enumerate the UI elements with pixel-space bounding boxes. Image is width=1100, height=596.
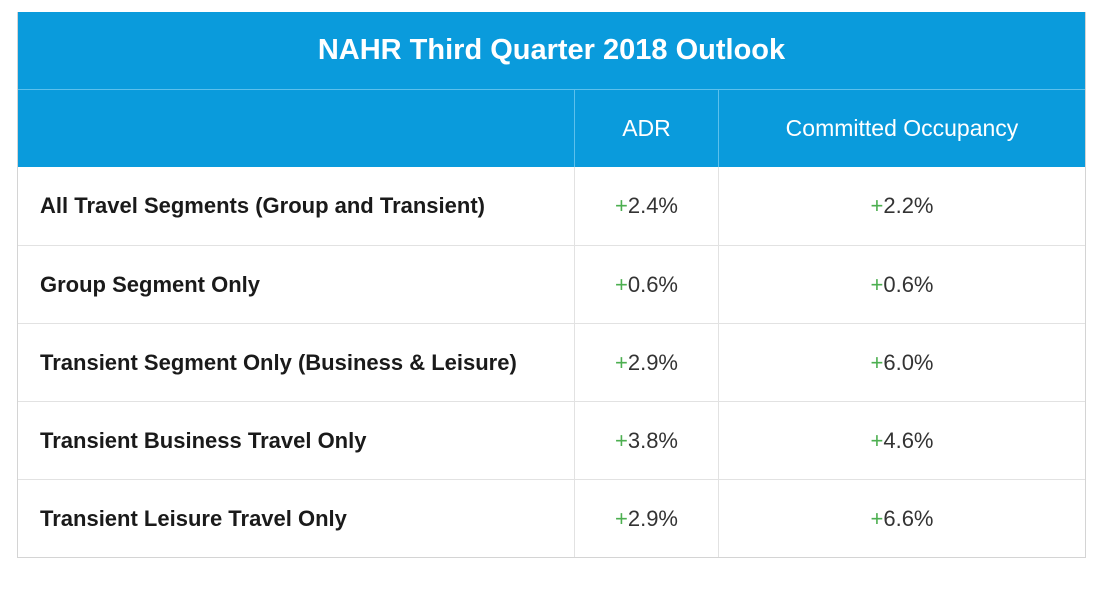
plus-sign: +: [614, 193, 628, 218]
adr-cell: +2.4%: [574, 167, 718, 245]
committed-occupancy-value: +2.2%: [870, 193, 933, 219]
table-row: All Travel Segments (Group and Transient…: [18, 167, 1085, 245]
committed-occupancy-number: 4.6%: [883, 427, 934, 453]
plus-sign: +: [870, 427, 884, 453]
header-row: ADR Committed Occupancy: [18, 90, 1085, 167]
table-row: Transient Segment Only (Business & Leisu…: [18, 323, 1085, 401]
adr-cell: +3.8%: [574, 402, 718, 479]
table-row: Transient Business Travel Only +3.8% +4.6%: [18, 401, 1085, 479]
plus-sign: +: [870, 505, 884, 531]
table-title: NAHR Third Quarter 2018 Outlook: [18, 12, 1085, 90]
adr-value: +2.9%: [615, 350, 678, 376]
adr-cell: +2.9%: [574, 324, 718, 401]
plus-sign: +: [614, 349, 628, 375]
outlook-table: NAHR Third Quarter 2018 Outlook ADR Comm…: [17, 12, 1086, 558]
committed-occupancy-cell: +4.6%: [718, 402, 1085, 479]
header-segment: [18, 90, 574, 167]
committed-occupancy-number: 6.0%: [883, 349, 934, 375]
plus-sign: +: [614, 271, 628, 297]
plus-sign: +: [870, 193, 884, 218]
adr-cell: +0.6%: [574, 246, 718, 323]
table-row: Transient Leisure Travel Only +2.9% +6.6%: [18, 479, 1085, 557]
segment-cell: Transient Leisure Travel Only: [18, 480, 574, 557]
adr-number: 2.9%: [627, 349, 678, 375]
plus-sign: +: [870, 271, 884, 297]
adr-number: 3.8%: [627, 427, 678, 453]
header-committed-occupancy: Committed Occupancy: [718, 90, 1085, 167]
segment-cell: All Travel Segments (Group and Transient…: [18, 167, 574, 245]
adr-cell: +2.9%: [574, 480, 718, 557]
plus-sign: +: [870, 349, 884, 375]
table-body: All Travel Segments (Group and Transient…: [18, 167, 1085, 557]
segment-cell: Transient Business Travel Only: [18, 402, 574, 479]
committed-occupancy-cell: +0.6%: [718, 246, 1085, 323]
segment-label: Transient Business Travel Only: [40, 427, 367, 453]
segment-label: Transient Segment Only (Business & Leisu…: [40, 349, 517, 375]
adr-value: +3.8%: [615, 428, 678, 454]
committed-occupancy-cell: +2.2%: [718, 167, 1085, 245]
adr-number: 2.4%: [627, 193, 678, 218]
table-row: Group Segment Only +0.6% +0.6%: [18, 245, 1085, 323]
committed-occupancy-number: 6.6%: [883, 505, 934, 531]
segment-label: Group Segment Only: [40, 271, 261, 297]
segment-label: Transient Leisure Travel Only: [40, 505, 347, 531]
committed-occupancy-value: +0.6%: [870, 272, 933, 298]
adr-value: +2.4%: [615, 193, 678, 219]
committed-occupancy-value: +6.6%: [870, 506, 933, 532]
plus-sign: +: [614, 505, 628, 531]
adr-number: 0.6%: [627, 271, 678, 297]
committed-occupancy-cell: +6.6%: [718, 480, 1085, 557]
committed-occupancy-cell: +6.0%: [718, 324, 1085, 401]
segment-cell: Group Segment Only: [18, 246, 574, 323]
adr-value: +2.9%: [615, 506, 678, 532]
committed-occupancy-number: 0.6%: [883, 271, 934, 297]
committed-occupancy-value: +4.6%: [870, 428, 933, 454]
segment-cell: Transient Segment Only (Business & Leisu…: [18, 324, 574, 401]
committed-occupancy-number: 2.2%: [883, 193, 934, 218]
plus-sign: +: [614, 427, 628, 453]
adr-value: +0.6%: [615, 272, 678, 298]
adr-number: 2.9%: [627, 505, 678, 531]
committed-occupancy-value: +6.0%: [870, 350, 933, 376]
header-adr: ADR: [574, 90, 718, 167]
segment-label: All Travel Segments (Group and Transient…: [40, 193, 485, 218]
